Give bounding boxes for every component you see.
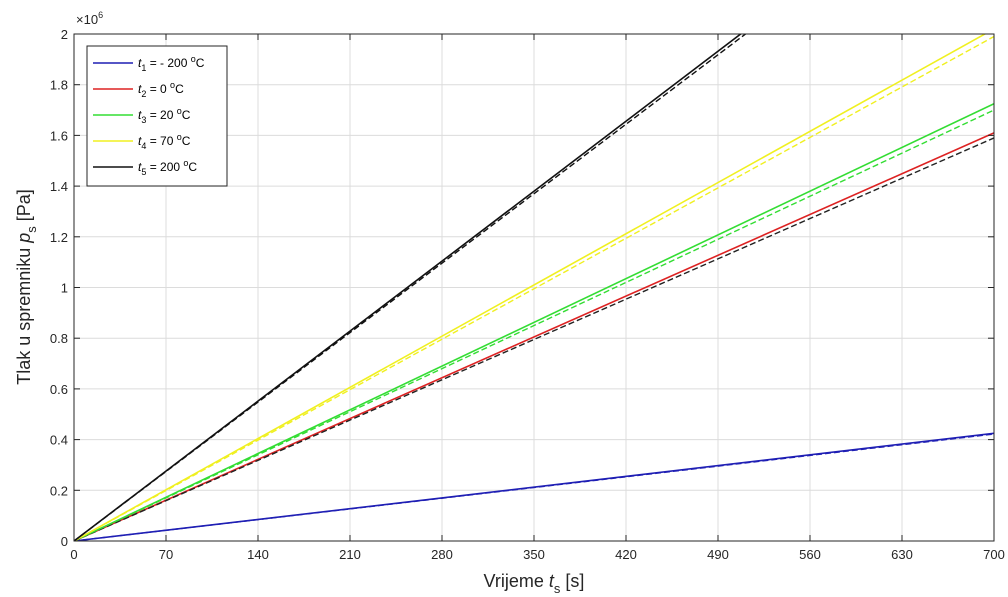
x-tick-label: 490 (707, 547, 729, 562)
x-tick-label: 280 (431, 547, 453, 562)
y-axis-label: Tlak u spremniku ps [Pa] (14, 189, 39, 385)
y-tick-label: 1.6 (50, 128, 68, 143)
y-tick-label: 0.4 (50, 433, 68, 448)
y-tick-label: 1.8 (50, 78, 68, 93)
legend-entry-3: t3 = 20 oC (138, 106, 191, 125)
legend-entry-5: t5 = 200 oC (138, 158, 197, 177)
x-tick-label: 420 (615, 547, 637, 562)
series-line-8-dashed (74, 35, 994, 541)
legend-entry-2: t2 = 0 oC (138, 80, 184, 99)
y-tick-label: 1 (61, 281, 68, 296)
series-line-5-solid (74, 102, 994, 541)
y-tick-label: 0.6 (50, 382, 68, 397)
x-tick-label: 350 (523, 547, 545, 562)
series-line-4-dashed (74, 137, 994, 541)
legend-entry-4: t4 = 70 oC (138, 132, 191, 151)
x-axis-label: Vrijeme ts [s] (484, 571, 585, 596)
x-tick-label: 630 (891, 547, 913, 562)
y-tick-label: 2 (61, 27, 68, 42)
series-line-3-solid (74, 132, 994, 541)
series-line-2-dashed (74, 433, 994, 541)
ticks: 0 70 140 210 280 350 420 490 560 630 700 0 0.2 0.4 0.6… (50, 27, 1005, 562)
x-tick-label: 140 (247, 547, 269, 562)
y-tick-label: 1.2 (50, 230, 68, 245)
x-tick-label: 70 (159, 547, 173, 562)
y-exponent-label: ×106 (76, 10, 103, 27)
y-tick-label: 1.4 (50, 179, 68, 194)
series-line-6-dashed (74, 109, 994, 541)
series-line-10-dashed (74, 34, 747, 541)
legend-entry-1: t1 = - 200 oC (138, 54, 205, 73)
series-line-7-solid (74, 34, 987, 541)
series-group (74, 34, 994, 541)
y-tick-label: 0 (61, 534, 68, 549)
x-tick-label: 0 (70, 547, 77, 562)
legend: t1 = - 200 oC t2 = 0 oC t3 = 20 oC t4 = 70 … (86, 45, 228, 187)
x-tick-label: 560 (799, 547, 821, 562)
x-tick-label: 700 (983, 547, 1005, 562)
x-tick-label: 210 (339, 547, 361, 562)
legend-box (86, 45, 228, 187)
y-tick-label: 0.2 (50, 483, 68, 498)
y-tick-label: 0.8 (50, 331, 68, 346)
